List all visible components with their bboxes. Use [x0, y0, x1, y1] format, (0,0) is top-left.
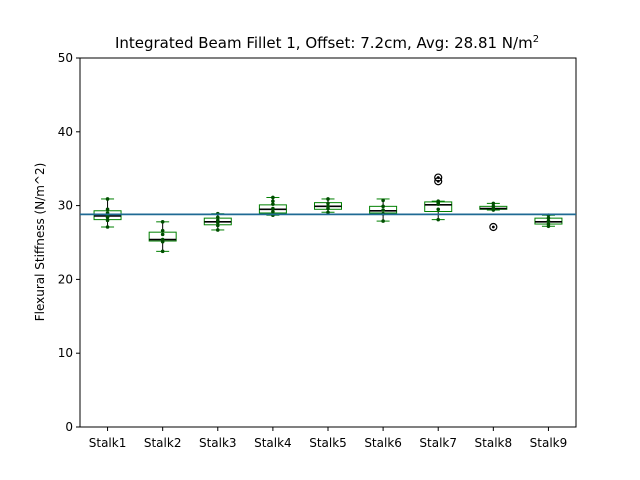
- data-point: [326, 197, 330, 201]
- data-point: [215, 223, 220, 228]
- flier-point: [491, 225, 495, 229]
- x-tick-label: Stalk2: [144, 436, 182, 450]
- data-point: [160, 228, 165, 233]
- y-tick-label: 20: [58, 272, 73, 286]
- x-tick-label: Stalk6: [364, 436, 402, 450]
- data-point: [105, 225, 110, 229]
- data-point: [381, 204, 385, 209]
- chart-title-text: Integrated Beam Fillet 1, Offset: 7.2cm,…: [115, 34, 533, 52]
- plot-area: 0 10 20 30 40 50 Stalk1 Stalk2 Stalk3 Stalk4 Stalk…: [58, 51, 577, 450]
- data-point: [105, 218, 110, 223]
- data-point: [546, 219, 551, 223]
- data-point: [271, 195, 275, 200]
- x-tick-label: Stalk5: [309, 436, 347, 450]
- data-point: [491, 204, 496, 209]
- chart-title-superscript: 2: [533, 34, 539, 45]
- x-tick-label: Stalk8: [475, 436, 513, 450]
- data-point: [215, 215, 220, 220]
- x-tick-label: Stalk9: [530, 436, 568, 450]
- data-point: [546, 222, 551, 226]
- data-point: [271, 209, 275, 214]
- data-point: [160, 249, 165, 254]
- data-point: [105, 197, 110, 201]
- chart-title: Integrated Beam Fillet 1, Offset: 7.2cm,…: [115, 34, 539, 52]
- data-point: [491, 201, 496, 206]
- data-point: [215, 218, 220, 223]
- data-point: [381, 198, 385, 203]
- y-axis-label: Flexural Stiffness (N/m^2): [33, 163, 47, 322]
- y-tick-label: 0: [65, 420, 73, 434]
- data-point: [436, 199, 441, 203]
- flier-marker: [489, 222, 498, 232]
- data-point: [381, 219, 385, 223]
- data-point: [160, 232, 165, 237]
- data-point: [271, 206, 275, 211]
- data-point: [436, 217, 441, 222]
- data-point: [271, 202, 275, 206]
- data-point: [381, 208, 385, 212]
- data-point: [215, 228, 220, 232]
- x-tick-label: Stalk3: [199, 436, 237, 450]
- data-point: [546, 216, 551, 220]
- data-point: [326, 201, 330, 206]
- y-tick-label: 50: [58, 51, 73, 65]
- data-point: [105, 207, 110, 212]
- y-tick-label: 10: [58, 346, 73, 360]
- data-point: [271, 199, 275, 203]
- y-tick-label: 40: [58, 125, 73, 139]
- flier-point: [436, 176, 440, 179]
- data-point: [326, 204, 330, 209]
- data-point: [326, 210, 330, 215]
- x-tick-label: Stalk7: [419, 436, 457, 450]
- data-point: [160, 237, 165, 242]
- y-tick-label: 30: [58, 199, 73, 213]
- x-tick-label: Stalk4: [254, 436, 292, 450]
- x-tick-label: Stalk1: [89, 436, 127, 450]
- data-point: [160, 220, 165, 224]
- flier-marker: [434, 173, 443, 182]
- data-point: [436, 207, 441, 212]
- axes-frame: [79, 57, 577, 428]
